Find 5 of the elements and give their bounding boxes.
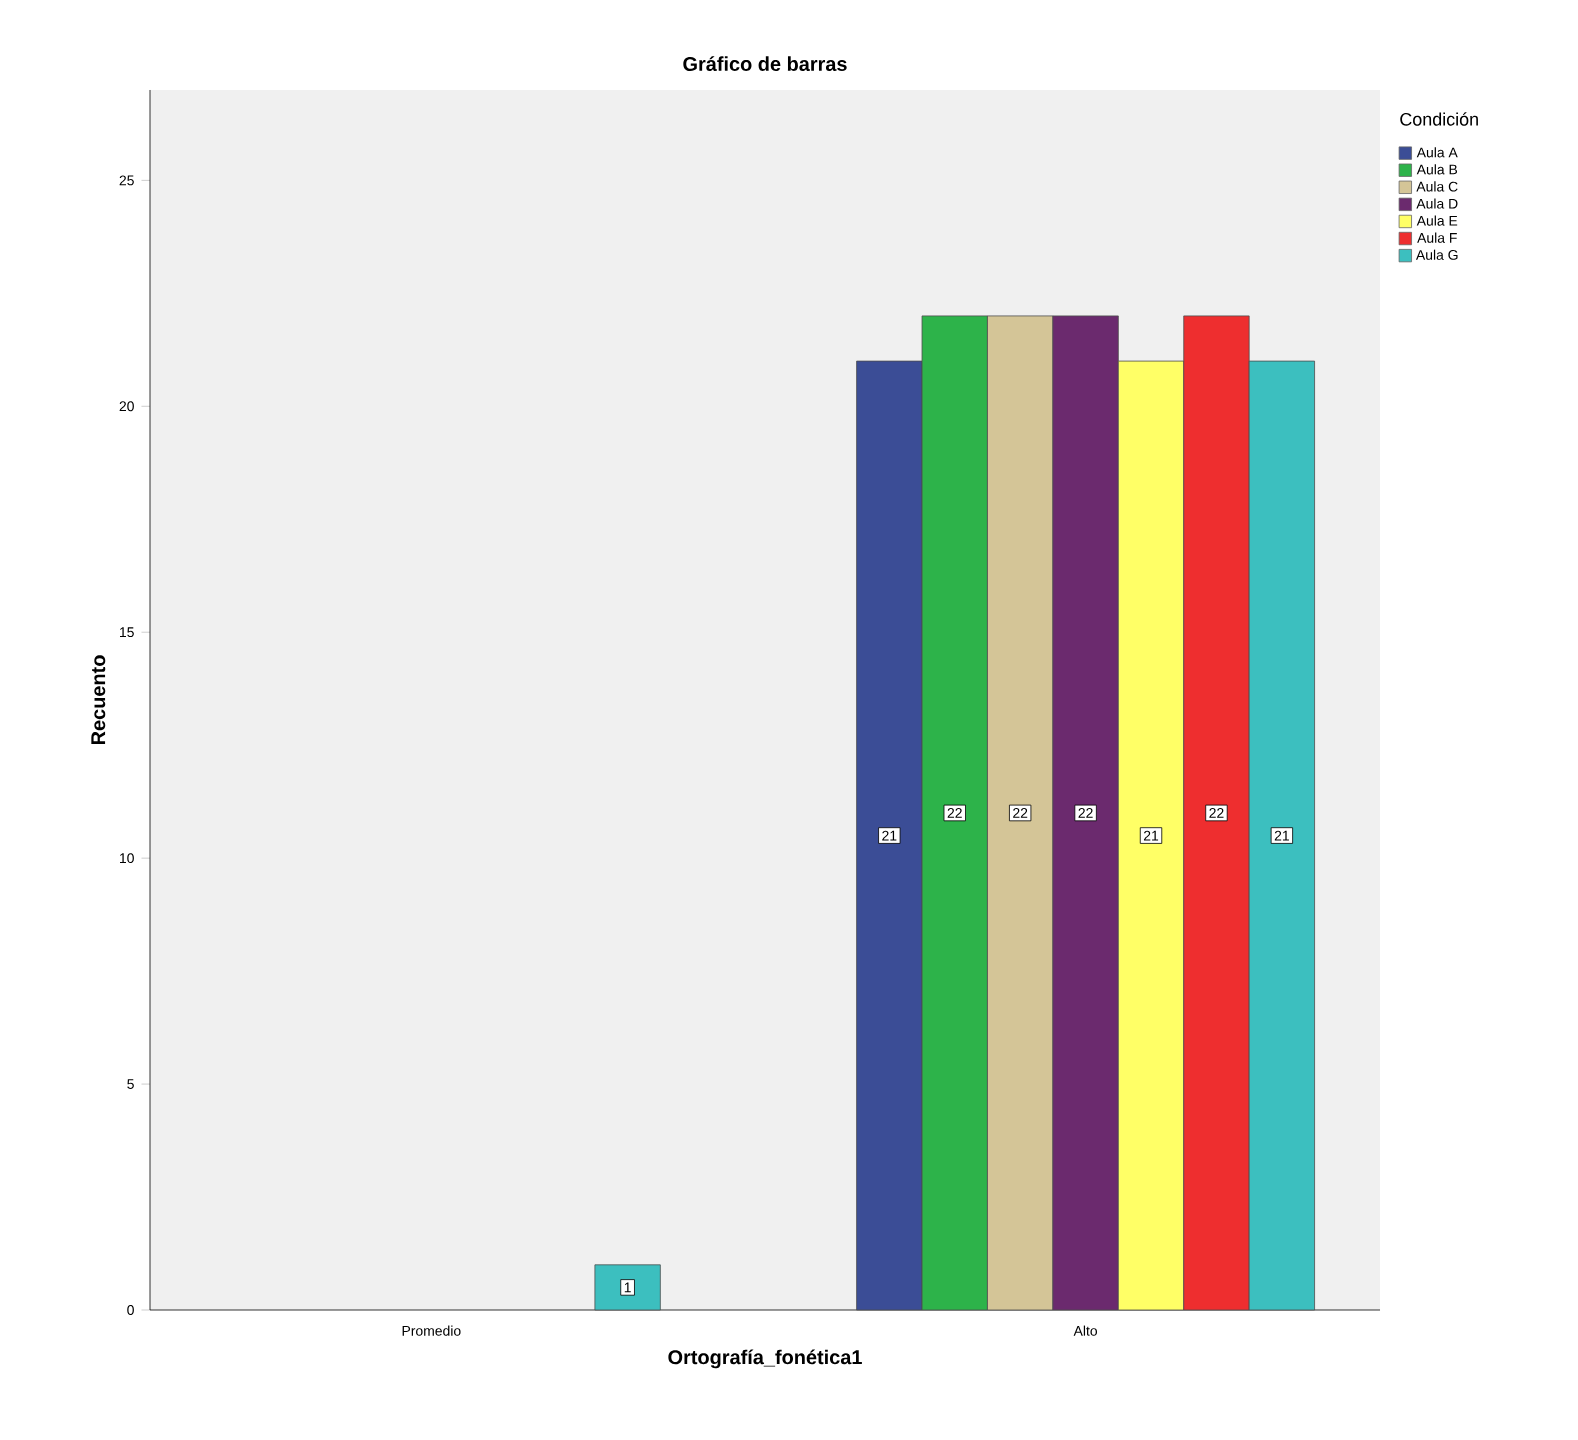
x-axis-title: Ortografía_fonética1 [668,1349,862,1369]
legend-title: Condición [1400,112,1478,126]
chart-title: Gráfico de barras [683,56,847,71]
y-axis-title: Recuento [91,655,106,745]
bar [594,1264,661,1311]
